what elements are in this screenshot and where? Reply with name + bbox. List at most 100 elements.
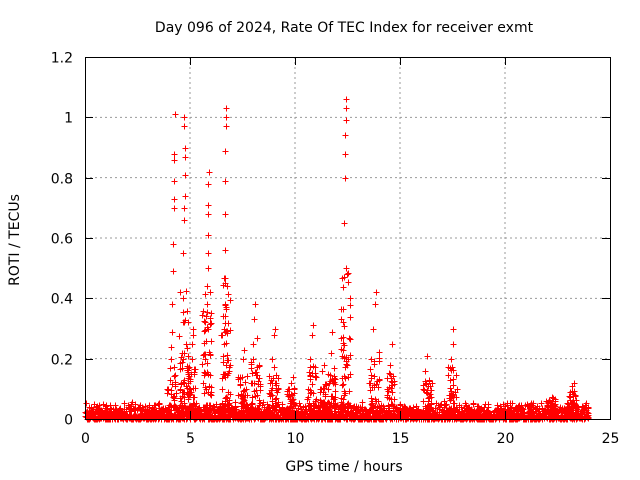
data-point xyxy=(450,341,457,348)
data-point xyxy=(305,394,312,401)
y-tick-label: 0 xyxy=(64,413,73,429)
data-point xyxy=(309,381,316,388)
data-point xyxy=(345,270,352,277)
data-point xyxy=(285,393,292,400)
data-point xyxy=(206,169,213,176)
y-tick-label: 0.6 xyxy=(51,232,73,248)
data-point xyxy=(447,392,454,399)
data-point xyxy=(227,327,234,334)
data-point xyxy=(190,326,197,333)
data-point xyxy=(347,314,354,321)
data-point xyxy=(338,395,345,402)
data-point xyxy=(347,352,354,359)
data-point xyxy=(342,132,349,139)
data-point xyxy=(171,157,178,164)
data-point xyxy=(346,335,353,342)
data-point xyxy=(340,381,347,388)
data-point xyxy=(171,205,178,212)
data-point xyxy=(342,175,349,182)
data-point xyxy=(177,360,184,367)
data-point xyxy=(291,386,298,393)
data-point xyxy=(180,319,187,326)
data-point xyxy=(167,365,174,372)
data-point xyxy=(551,402,558,409)
data-point xyxy=(164,390,171,397)
data-point xyxy=(172,111,179,118)
data-point xyxy=(220,371,227,378)
data-point xyxy=(340,284,347,291)
data-point xyxy=(345,404,352,411)
data-point xyxy=(328,400,335,407)
data-point xyxy=(321,362,328,369)
data-point xyxy=(200,308,207,315)
data-point xyxy=(179,365,186,372)
y-tick-label: 1 xyxy=(64,111,73,127)
data-point xyxy=(249,370,256,377)
x-tick-label: 15 xyxy=(392,431,410,447)
data-point xyxy=(170,241,177,248)
data-point xyxy=(171,151,178,158)
data-point xyxy=(476,409,483,416)
data-point xyxy=(388,385,395,392)
data-point xyxy=(257,400,264,407)
data-point xyxy=(329,377,336,384)
data-point xyxy=(168,356,175,363)
data-point xyxy=(189,341,196,348)
data-point xyxy=(485,401,492,408)
data-point xyxy=(204,309,211,316)
data-point xyxy=(451,400,458,407)
data-point xyxy=(152,402,159,409)
data-point xyxy=(368,401,375,408)
data-point xyxy=(249,400,256,407)
data-point xyxy=(83,400,90,407)
data-point xyxy=(520,406,527,413)
data-point xyxy=(183,341,190,348)
data-point xyxy=(201,390,208,397)
data-point xyxy=(201,328,208,335)
data-point xyxy=(181,217,188,224)
data-point xyxy=(494,402,501,409)
data-point xyxy=(221,326,228,333)
data-point xyxy=(186,392,193,399)
data-point xyxy=(385,402,392,409)
chart-title: Day 096 of 2024, Rate Of TEC Index for r… xyxy=(155,20,534,36)
data-point xyxy=(187,376,194,383)
data-point xyxy=(171,196,178,203)
data-point xyxy=(327,403,334,410)
data-point xyxy=(584,409,591,416)
data-point xyxy=(179,350,186,357)
data-point xyxy=(252,393,259,400)
data-point xyxy=(256,397,263,404)
data-point xyxy=(221,341,228,348)
y-tick-label: 0.8 xyxy=(51,172,73,188)
data-point xyxy=(372,301,379,308)
data-point xyxy=(181,205,188,212)
data-point xyxy=(170,268,177,275)
data-point xyxy=(447,377,454,384)
data-point xyxy=(248,404,255,411)
data-point xyxy=(428,394,435,401)
data-point xyxy=(368,395,375,402)
data-point xyxy=(168,387,175,394)
x-tick-label: 25 xyxy=(602,431,620,447)
data-point xyxy=(367,366,374,373)
data-point xyxy=(422,403,429,410)
data-point xyxy=(341,342,348,349)
data-point xyxy=(192,385,199,392)
data-point xyxy=(186,403,193,410)
data-point xyxy=(285,386,292,393)
data-point xyxy=(181,114,188,121)
data-point xyxy=(207,315,214,322)
x-axis-label: GPS time / hours xyxy=(285,459,402,475)
data-point xyxy=(470,400,477,407)
data-point xyxy=(208,392,215,399)
data-point xyxy=(207,391,214,398)
data-point xyxy=(167,410,174,417)
data-point xyxy=(207,352,214,359)
data-point xyxy=(342,151,349,158)
data-point xyxy=(121,400,128,407)
data-point xyxy=(222,320,229,327)
data-point xyxy=(426,405,433,412)
data-point xyxy=(172,372,179,379)
data-point xyxy=(251,316,258,323)
